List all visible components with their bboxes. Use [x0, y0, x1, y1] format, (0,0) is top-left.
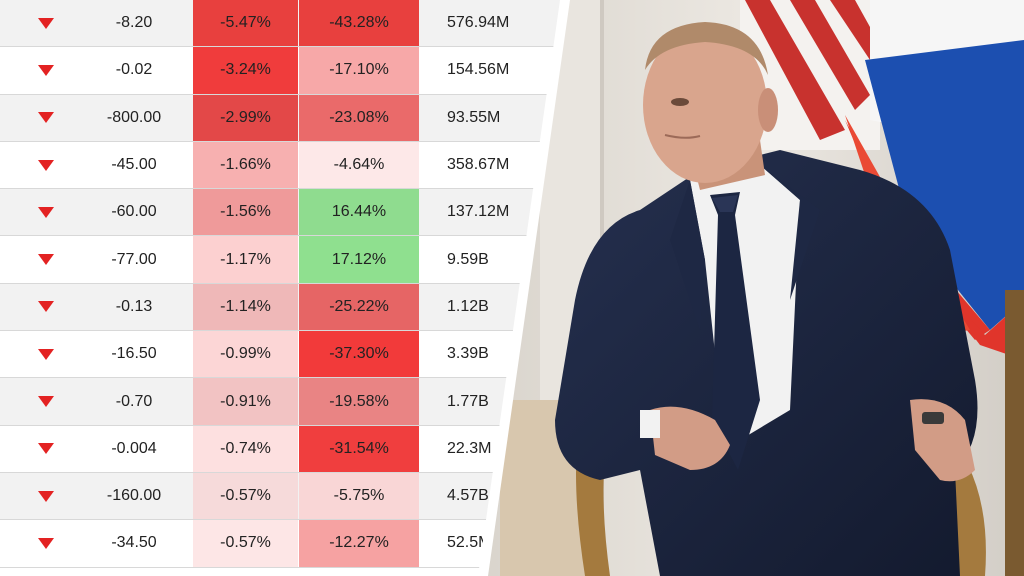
ytd-change-cell: -5.75%	[299, 472, 419, 520]
percent-change-cell: -0.57%	[193, 472, 298, 520]
triangle-down-icon	[38, 17, 54, 29]
down-arrow-cell	[26, 236, 66, 282]
volume-cell: 22.3M	[447, 439, 492, 457]
volume-cell: 4.57B	[447, 487, 489, 505]
change-cell: -0.004	[111, 439, 157, 457]
volume-cell: 137.12M	[447, 203, 510, 221]
down-arrow-cell	[26, 520, 66, 566]
volume-cell: 1.12B	[447, 297, 489, 315]
percent-change-cell: -0.57%	[193, 520, 298, 567]
volume-cell: 358.67M	[447, 156, 510, 174]
down-arrow-cell	[26, 95, 66, 141]
change-cell: -16.50	[111, 345, 157, 363]
percent-change-cell: -5.47%	[193, 0, 298, 47]
ytd-change-cell: -12.27%	[299, 520, 419, 567]
change-cell: -0.70	[115, 392, 153, 410]
volume-cell: 9.59B	[447, 250, 489, 268]
percent-change-cell: -0.91%	[193, 378, 298, 425]
volume-cell: 154.56M	[447, 61, 510, 79]
volume-cell: 3.39B	[447, 345, 489, 363]
triangle-down-icon	[38, 443, 54, 455]
table-row: -77.00 -1.17% 17.12% 9.59B	[0, 236, 560, 284]
triangle-down-icon	[38, 537, 54, 549]
table-row: -60.00 -1.56% 16.44% 137.12M	[0, 189, 560, 237]
down-arrow-cell	[26, 284, 66, 330]
table-row: -0.13 -1.14% -25.22% 1.12B	[0, 283, 560, 332]
percent-change-cell: -3.24%	[193, 47, 298, 94]
change-cell: -34.50	[111, 534, 157, 552]
ytd-change-cell: -31.54%	[299, 425, 419, 472]
down-arrow-cell	[26, 378, 66, 424]
change-cell: -160.00	[106, 487, 162, 505]
ytd-change-cell: 17.12%	[299, 236, 419, 283]
percent-change-cell: -0.99%	[193, 331, 298, 378]
triangle-down-icon	[38, 206, 54, 218]
triangle-down-icon	[38, 490, 54, 502]
percent-change-cell: -1.66%	[193, 141, 298, 189]
table-row: -800.00 -2.99% -23.08% 93.55M	[0, 94, 560, 142]
triangle-down-icon	[38, 396, 54, 408]
table-row: -34.50 -0.57% -12.27% 52.5M	[0, 520, 560, 568]
table-row: -16.50 -0.99% -37.30% 3.39B	[0, 331, 560, 379]
table-row: -0.02 -3.24% -17.10% 154.56M	[0, 47, 560, 95]
down-arrow-cell	[26, 47, 66, 93]
table-row: -45.00 -1.66% -4.64% 358.67M	[0, 141, 560, 190]
down-arrow-cell	[26, 189, 66, 235]
ytd-change-cell: 16.44%	[299, 189, 419, 236]
down-arrow-cell	[26, 0, 66, 46]
triangle-down-icon	[38, 348, 54, 360]
ytd-change-cell: -25.22%	[299, 283, 419, 331]
person	[555, 22, 978, 576]
change-cell: -77.00	[111, 250, 157, 268]
stock-table: -8.20 -5.47% -43.28% 576.94M -0.02 -3.24% -17.…	[0, 0, 560, 568]
triangle-down-icon	[38, 64, 54, 76]
change-cell: -0.13	[115, 297, 153, 315]
table-row: -0.004 -0.74% -31.54% 22.3M	[0, 425, 560, 473]
change-cell: -60.00	[111, 203, 157, 221]
ytd-change-cell: -37.30%	[299, 331, 419, 378]
percent-change-cell: -1.14%	[193, 283, 298, 331]
percent-change-cell: -0.74%	[193, 425, 298, 472]
change-cell: -45.00	[111, 156, 157, 174]
down-arrow-cell	[26, 426, 66, 472]
down-arrow-cell	[26, 142, 66, 188]
volume-cell: 576.94M	[447, 14, 510, 32]
table-row: -160.00 -0.57% -5.75% 4.57B	[0, 472, 560, 521]
ytd-change-cell: -43.28%	[299, 0, 419, 47]
volume-cell: 93.55M	[447, 108, 501, 126]
volume-cell: 1.77B	[447, 392, 489, 410]
volume-cell: 52.5M	[447, 534, 492, 552]
triangle-down-icon	[38, 112, 54, 124]
down-arrow-cell	[26, 473, 66, 519]
ytd-change-cell: -23.08%	[299, 94, 419, 141]
ytd-change-cell: -17.10%	[299, 47, 419, 94]
head	[643, 27, 767, 183]
change-cell: -0.02	[115, 61, 153, 79]
triangle-down-icon	[38, 159, 54, 171]
panel-divider	[478, 0, 570, 576]
table-row: -8.20 -5.47% -43.28% 576.94M	[0, 0, 560, 48]
down-arrow-cell	[26, 331, 66, 377]
table-row: -0.70 -0.91% -19.58% 1.77B	[0, 378, 560, 426]
stock-table-panel: -8.20 -5.47% -43.28% 576.94M -0.02 -3.24% -17.…	[0, 0, 560, 568]
percent-change-cell: -1.56%	[193, 189, 298, 236]
triangle-down-icon	[38, 301, 54, 313]
change-cell: -800.00	[106, 108, 162, 126]
change-cell: -8.20	[115, 14, 153, 32]
photo-image	[484, 0, 1024, 576]
ytd-change-cell: -4.64%	[299, 141, 419, 189]
tie	[710, 192, 760, 470]
left-hand	[650, 406, 730, 470]
ytd-change-cell: -19.58%	[299, 378, 419, 425]
percent-change-cell: -1.17%	[193, 236, 298, 283]
percent-change-cell: -2.99%	[193, 94, 298, 141]
triangle-down-icon	[38, 254, 54, 266]
